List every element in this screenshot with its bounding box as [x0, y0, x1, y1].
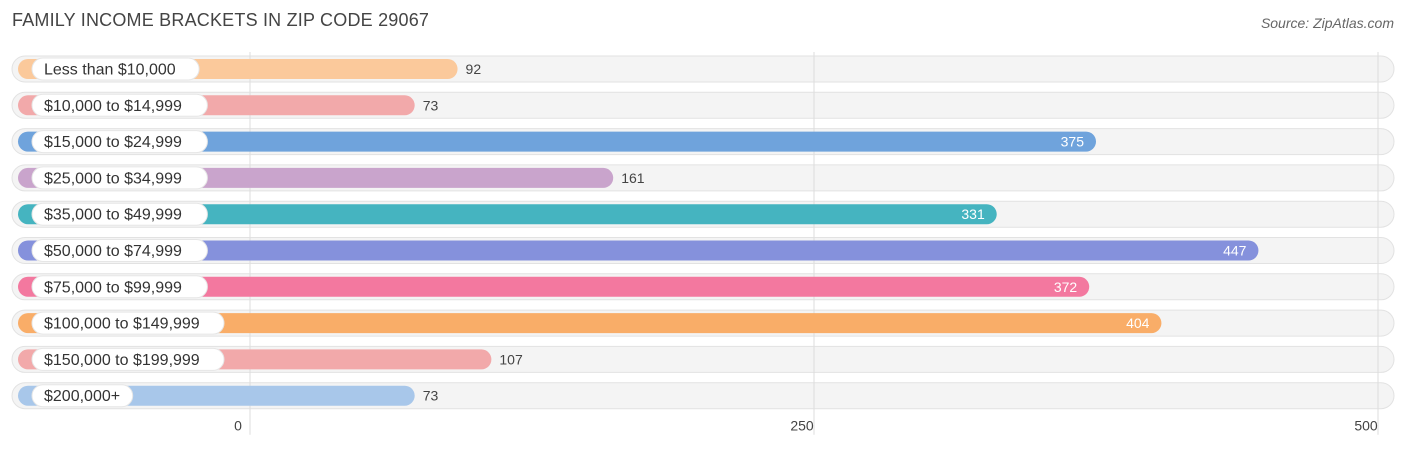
- category-label: $15,000 to $24,999: [44, 134, 182, 151]
- value-label: 73: [423, 97, 439, 113]
- category-label-pill: [31, 166, 208, 190]
- value-label: 447: [1223, 243, 1247, 259]
- value-label: 404: [1126, 315, 1150, 331]
- category-label-pill: [31, 202, 208, 226]
- bar: [18, 240, 1259, 261]
- category-label-pill: [31, 311, 225, 335]
- value-label: 107: [499, 351, 523, 367]
- category-label: $25,000 to $34,999: [44, 170, 182, 187]
- category-label: $35,000 to $49,999: [44, 207, 182, 224]
- value-label: 73: [423, 388, 439, 404]
- category-label: $200,000+: [44, 388, 120, 405]
- x-tick-label: 250: [790, 418, 814, 434]
- category-label: $150,000 to $199,999: [44, 352, 200, 369]
- category-label-pill: [31, 239, 208, 262]
- x-tick-label: 0: [234, 418, 242, 434]
- category-label-pill: [31, 384, 134, 408]
- source-label: Source: ZipAtlas.com: [1260, 15, 1394, 31]
- category-label: Less than $10,000: [44, 62, 176, 79]
- category-label-pill: [31, 275, 208, 299]
- category-label: $50,000 to $74,999: [44, 243, 182, 260]
- value-label: 331: [961, 206, 985, 222]
- value-label: 161: [621, 170, 645, 186]
- value-label: 375: [1061, 134, 1085, 150]
- category-label-pill: [31, 347, 225, 371]
- value-label: 92: [466, 61, 482, 77]
- value-label: 372: [1054, 279, 1078, 295]
- category-label: $100,000 to $149,999: [44, 316, 200, 333]
- category-label-pill: [31, 130, 208, 154]
- bar: [18, 276, 1090, 297]
- chart-title: FAMILY INCOME BRACKETS IN ZIP CODE 29067: [12, 10, 430, 30]
- category-label: $10,000 to $14,999: [44, 98, 182, 115]
- bar: [18, 131, 1096, 152]
- x-tick-label: 500: [1354, 418, 1378, 434]
- bar: [18, 204, 997, 225]
- bar: [18, 313, 1162, 334]
- category-label: $75,000 to $99,999: [44, 279, 182, 296]
- category-label-pill: [31, 93, 208, 117]
- category-label-pill: [31, 57, 200, 81]
